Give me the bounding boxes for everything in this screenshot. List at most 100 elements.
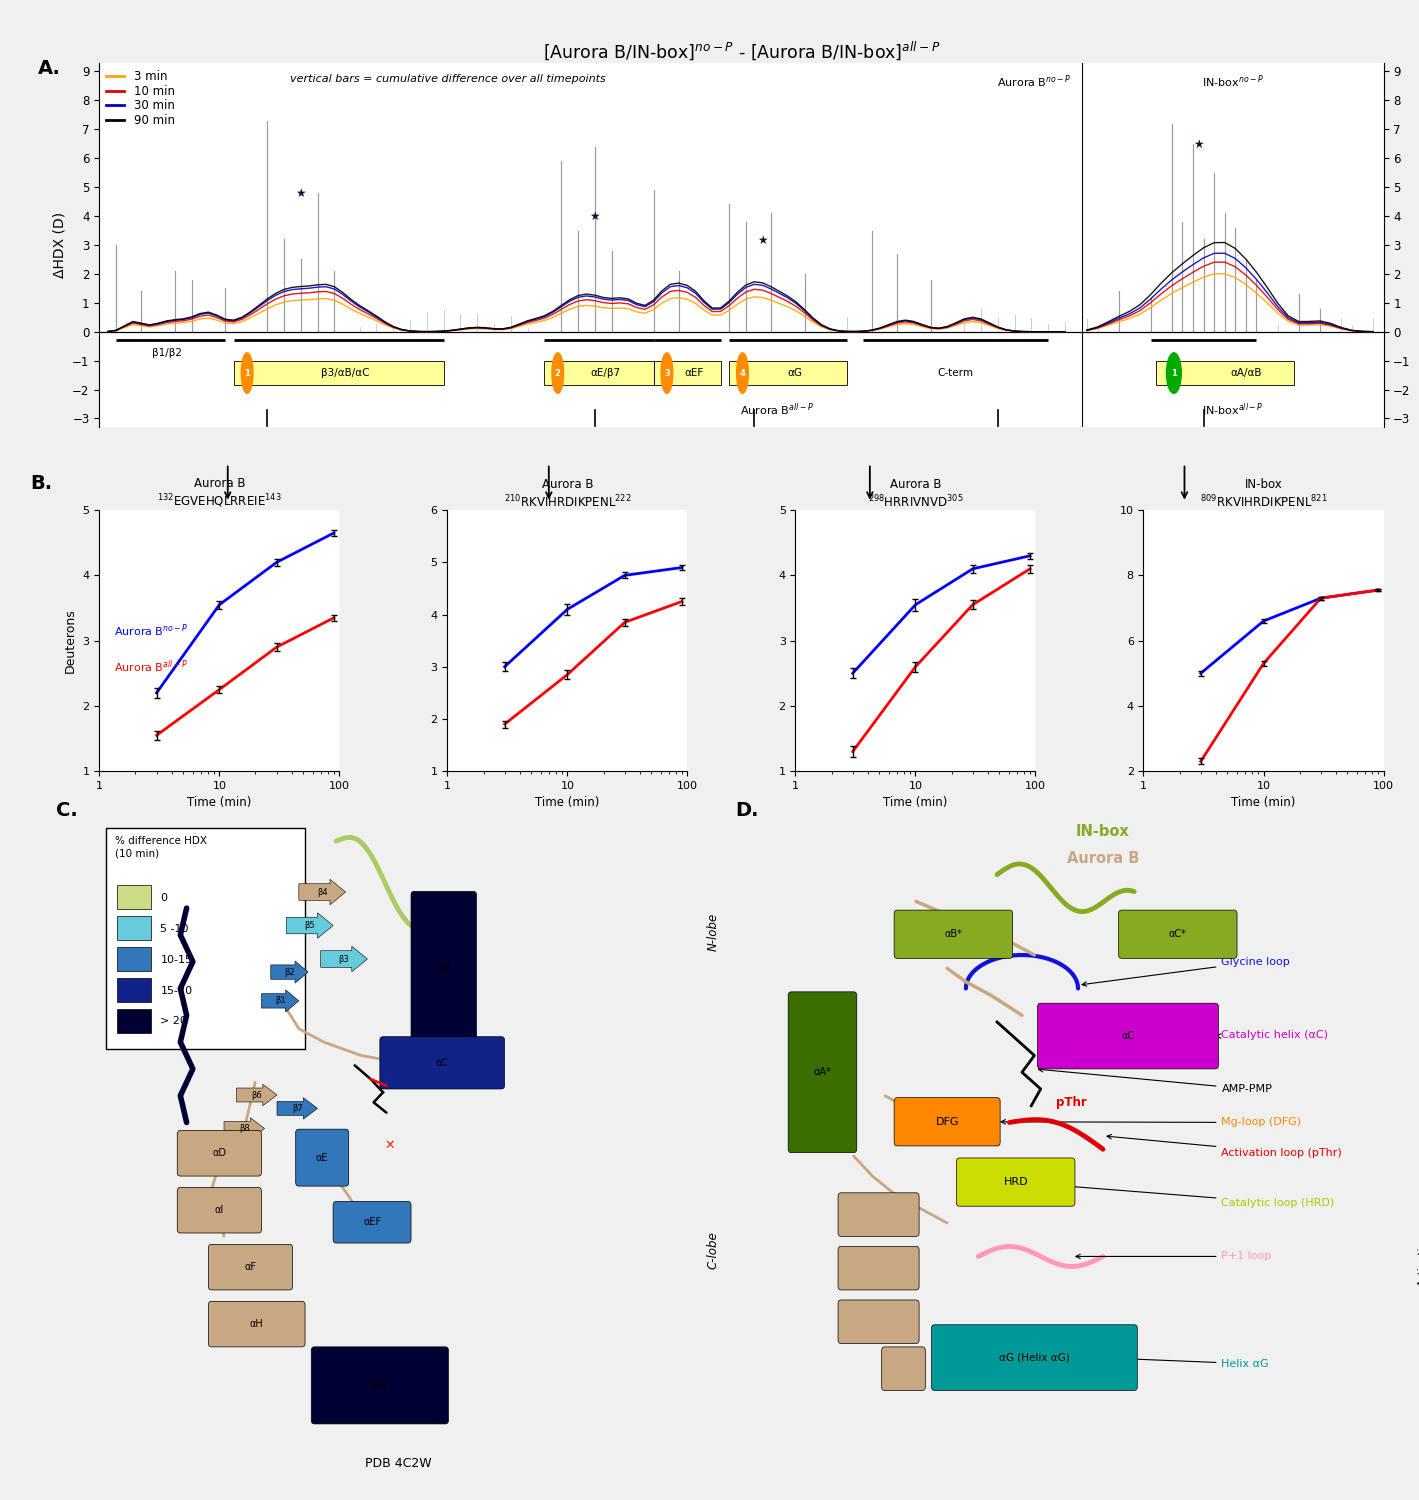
Text: αI: αI <box>214 1204 224 1215</box>
X-axis label: Time (min): Time (min) <box>187 796 251 810</box>
Text: αEF: αEF <box>363 1218 382 1227</box>
Text: αA/αB: αA/αB <box>1230 368 1261 378</box>
10 min <box>318 282 335 300</box>
3 min <box>410 322 427 340</box>
Text: Aurora B$^{all-P}$: Aurora B$^{all-P}$ <box>741 400 815 418</box>
90 min <box>678 276 695 294</box>
Bar <box>116 978 150 1002</box>
90 min <box>460 320 477 338</box>
30 min <box>460 320 477 338</box>
Text: αE: αE <box>316 1152 328 1162</box>
30 min <box>99 322 116 340</box>
Bar <box>105 828 305 1048</box>
90 min <box>746 273 763 291</box>
Legend: 3 min, 10 min, 30 min, 90 min: 3 min, 10 min, 30 min, 90 min <box>102 64 179 132</box>
Polygon shape <box>271 962 308 982</box>
Text: ✕: ✕ <box>385 1140 394 1152</box>
Bar <box>116 916 150 940</box>
Text: C-term: C-term <box>938 368 973 378</box>
X-axis label: Time (min): Time (min) <box>883 796 948 810</box>
10 min <box>410 322 427 340</box>
Text: β7: β7 <box>292 1104 302 1113</box>
Text: Aurora B$^{no-P}$: Aurora B$^{no-P}$ <box>114 622 189 639</box>
Text: B.: B. <box>30 474 53 492</box>
FancyBboxPatch shape <box>295 1130 349 1186</box>
Text: [Aurora B/IN-box]$^{no-P}$ - [Aurora B/IN-box]$^{all-P}$: [Aurora B/IN-box]$^{no-P}$ - [Aurora B/I… <box>543 39 939 62</box>
Text: Catalytic loop (HRD): Catalytic loop (HRD) <box>1020 1180 1335 1208</box>
30 min <box>948 315 965 333</box>
Text: β3: β3 <box>339 954 349 963</box>
Polygon shape <box>287 914 333 939</box>
Text: C-lobe: C-lobe <box>707 1232 719 1269</box>
3 min <box>678 291 695 309</box>
Text: αC*: αC* <box>1169 928 1186 939</box>
Line: 3 min: 3 min <box>108 297 1064 332</box>
Text: C.: C. <box>55 801 78 820</box>
Title: Aurora B
$^{298}$HRRIVNVD$^{305}$: Aurora B $^{298}$HRRIVNVD$^{305}$ <box>867 478 964 510</box>
Bar <box>1409 1143 1419 1377</box>
FancyBboxPatch shape <box>931 1324 1137 1390</box>
FancyBboxPatch shape <box>881 1347 925 1390</box>
Text: β6: β6 <box>251 1090 263 1100</box>
3 min <box>746 288 763 306</box>
Circle shape <box>552 352 563 393</box>
Polygon shape <box>261 990 299 1012</box>
90 min <box>948 314 965 332</box>
FancyBboxPatch shape <box>177 1188 261 1233</box>
Text: αB*: αB* <box>945 928 962 939</box>
90 min <box>226 310 243 328</box>
Polygon shape <box>321 946 368 972</box>
FancyBboxPatch shape <box>956 1158 1076 1206</box>
Text: αC: αC <box>436 1058 448 1068</box>
Text: Activation loop (pThr): Activation loop (pThr) <box>1107 1134 1342 1158</box>
Text: PDB 4C2W: PDB 4C2W <box>365 1458 431 1470</box>
10 min <box>460 320 477 338</box>
Polygon shape <box>277 1098 318 1119</box>
Line: 90 min: 90 min <box>108 282 1064 332</box>
FancyBboxPatch shape <box>894 1098 1000 1146</box>
FancyBboxPatch shape <box>412 891 477 1042</box>
FancyBboxPatch shape <box>839 1300 920 1344</box>
Text: Aurora B$^{all-P}$: Aurora B$^{all-P}$ <box>114 658 187 675</box>
10 min <box>99 322 116 340</box>
X-axis label: Time (min): Time (min) <box>1232 796 1296 810</box>
Text: 2: 2 <box>555 369 561 378</box>
3 min <box>226 315 243 333</box>
Text: pThr: pThr <box>1057 1095 1087 1108</box>
FancyBboxPatch shape <box>839 1246 920 1290</box>
Text: αG: αG <box>788 368 802 378</box>
Text: αF: αF <box>244 1262 257 1272</box>
Circle shape <box>1166 352 1181 393</box>
10 min <box>678 284 695 302</box>
Bar <box>545 360 654 386</box>
Bar <box>116 885 150 909</box>
FancyBboxPatch shape <box>788 992 857 1152</box>
Text: N-lobe: N-lobe <box>707 912 719 951</box>
Text: αEF: αEF <box>684 368 704 378</box>
FancyBboxPatch shape <box>209 1302 305 1347</box>
Title: Aurora B
$^{210}$RKVIHRDIKPENL$^{222}$: Aurora B $^{210}$RKVIHRDIKPENL$^{222}$ <box>504 478 631 510</box>
30 min <box>410 322 427 340</box>
Text: Aurora B$^{no-P}$: Aurora B$^{no-P}$ <box>998 74 1071 90</box>
90 min <box>410 322 427 340</box>
Text: ★: ★ <box>295 188 307 201</box>
Text: AMP-PMP: AMP-PMP <box>1039 1068 1273 1094</box>
90 min <box>318 276 335 294</box>
Text: > 20: > 20 <box>160 1017 187 1026</box>
FancyBboxPatch shape <box>333 1202 412 1243</box>
Bar <box>116 946 150 970</box>
90 min <box>99 322 116 340</box>
Y-axis label: ΔHDX (D): ΔHDX (D) <box>53 211 67 278</box>
Text: αD: αD <box>213 1149 227 1158</box>
30 min <box>318 278 335 296</box>
Text: IN-box: IN-box <box>1076 825 1130 840</box>
3 min <box>460 320 477 338</box>
3 min <box>318 290 335 308</box>
90 min <box>1056 322 1073 340</box>
30 min <box>678 279 695 297</box>
FancyBboxPatch shape <box>380 1036 505 1089</box>
Text: DFG: DFG <box>935 1118 959 1126</box>
Text: 3: 3 <box>664 369 670 378</box>
10 min <box>746 280 763 298</box>
30 min <box>1056 322 1073 340</box>
